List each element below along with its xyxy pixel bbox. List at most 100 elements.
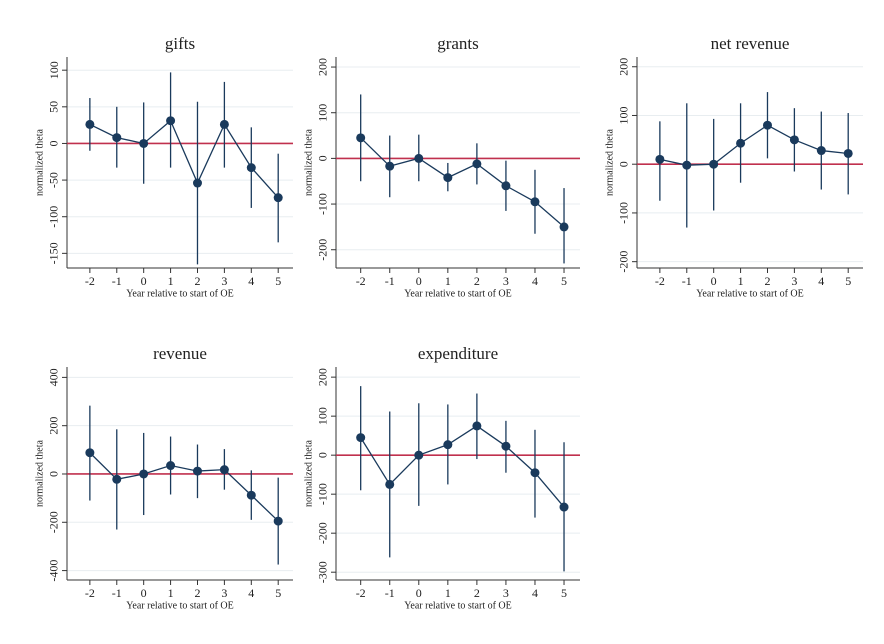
x-axis-label: Year relative to start of OE xyxy=(126,600,234,611)
estimate-point xyxy=(112,474,122,484)
y-tick-label: 100 xyxy=(316,407,330,425)
estimate-line xyxy=(360,425,565,508)
x-tick-label: 5 xyxy=(275,274,281,288)
y-tick-label: 200 xyxy=(316,368,330,386)
x-tick-label: 1 xyxy=(445,274,451,288)
y-tick-label: 200 xyxy=(316,58,330,76)
y-tick-label: 0 xyxy=(47,140,61,146)
x-tick-label: -1 xyxy=(112,274,122,288)
estimate-point xyxy=(356,433,366,443)
x-tick-label: 0 xyxy=(416,586,422,600)
x-tick-label: 1 xyxy=(445,586,451,600)
estimate-point xyxy=(414,153,424,163)
estimate-point xyxy=(709,159,719,169)
estimate-point xyxy=(166,116,176,126)
y-tick-label: -200 xyxy=(316,522,330,544)
x-tick-label: -2 xyxy=(356,586,366,600)
x-tick-label: -1 xyxy=(385,586,395,600)
y-axis-label: normalized theta xyxy=(303,439,314,506)
panel-title: gifts xyxy=(165,34,195,53)
y-tick-label: 0 xyxy=(617,161,631,167)
y-tick-label: 200 xyxy=(617,58,631,76)
estimate-line xyxy=(659,124,849,166)
x-tick-label: 3 xyxy=(221,586,227,600)
x-tick-label: 3 xyxy=(791,274,797,288)
x-tick-label: 3 xyxy=(503,586,509,600)
estimate-point xyxy=(246,490,256,500)
y-tick-label: -200 xyxy=(617,251,631,273)
y-tick-label: -300 xyxy=(316,561,330,583)
x-axis-label: Year relative to start of OE xyxy=(404,288,512,299)
estimate-point xyxy=(246,163,256,173)
x-tick-label: 5 xyxy=(561,274,567,288)
estimate-point xyxy=(139,138,149,148)
x-tick-label: -2 xyxy=(85,586,95,600)
x-tick-label: 3 xyxy=(221,274,227,288)
y-axis-label: normalized theta xyxy=(34,439,45,506)
x-tick-label: 2 xyxy=(474,274,480,288)
estimate-point xyxy=(559,222,569,232)
panel-title: grants xyxy=(437,34,479,53)
x-tick-label: 4 xyxy=(818,274,824,288)
x-axis-label: Year relative to start of OE xyxy=(404,600,512,611)
y-tick-label: -150 xyxy=(47,242,61,264)
y-tick-label: 100 xyxy=(47,61,61,79)
y-tick-label: -100 xyxy=(316,193,330,215)
y-tick-label: 400 xyxy=(47,368,61,386)
y-tick-label: 0 xyxy=(316,155,330,161)
x-tick-label: 3 xyxy=(503,274,509,288)
estimate-point xyxy=(273,516,283,526)
estimate-point xyxy=(472,421,482,431)
x-tick-label: 0 xyxy=(416,274,422,288)
estimate-point xyxy=(762,120,772,130)
x-axis-label: Year relative to start of OE xyxy=(696,288,804,299)
x-tick-label: 2 xyxy=(764,274,770,288)
estimate-point xyxy=(816,146,826,156)
estimate-point xyxy=(356,133,366,143)
estimate-point xyxy=(85,119,95,129)
estimate-point xyxy=(501,441,511,451)
x-tick-label: -1 xyxy=(682,274,692,288)
estimate-point xyxy=(85,448,95,458)
estimate-point xyxy=(414,450,424,460)
estimate-point xyxy=(530,468,540,478)
x-tick-label: -2 xyxy=(85,274,95,288)
x-tick-label: 1 xyxy=(168,586,174,600)
estimate-point xyxy=(219,119,229,129)
estimate-point xyxy=(443,440,453,450)
estimate-point xyxy=(736,138,746,148)
x-tick-label: 2 xyxy=(194,586,200,600)
y-tick-label: -200 xyxy=(316,239,330,261)
y-tick-label: 0 xyxy=(316,452,330,458)
y-tick-label: 100 xyxy=(617,106,631,124)
estimate-line xyxy=(89,119,279,199)
x-tick-label: 1 xyxy=(738,274,744,288)
x-tick-label: 5 xyxy=(845,274,851,288)
estimate-point xyxy=(166,461,176,471)
y-tick-label: 100 xyxy=(316,104,330,122)
x-tick-label: 5 xyxy=(561,586,567,600)
estimate-point xyxy=(139,469,149,479)
x-tick-label: 2 xyxy=(474,586,480,600)
estimate-line xyxy=(89,452,279,522)
y-tick-label: 50 xyxy=(47,101,61,113)
x-tick-label: 0 xyxy=(711,274,717,288)
y-tick-label: -50 xyxy=(47,172,61,188)
estimate-point xyxy=(472,159,482,169)
y-tick-label: -100 xyxy=(617,202,631,224)
y-tick-label: 200 xyxy=(47,417,61,435)
estimate-point xyxy=(443,173,453,183)
estimate-point xyxy=(192,178,202,188)
x-tick-label: -1 xyxy=(385,274,395,288)
y-tick-label: -400 xyxy=(47,560,61,582)
y-tick-label: 0 xyxy=(47,471,61,477)
x-tick-label: 2 xyxy=(194,274,200,288)
panel-title: net revenue xyxy=(711,34,790,53)
y-tick-label: -200 xyxy=(47,511,61,533)
y-axis-label: normalized theta xyxy=(303,128,314,195)
panel-title: revenue xyxy=(153,344,207,363)
x-axis-label: Year relative to start of OE xyxy=(126,288,234,299)
y-tick-label: -100 xyxy=(316,483,330,505)
estimate-point xyxy=(655,154,665,164)
